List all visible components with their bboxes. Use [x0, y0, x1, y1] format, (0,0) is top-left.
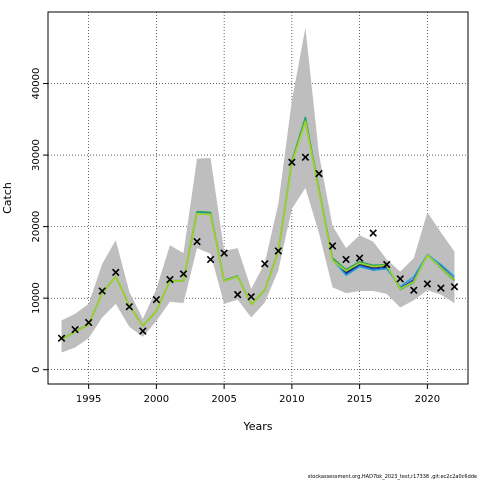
- y-tick-label-2: 20000: [31, 211, 42, 243]
- observed-point: [84, 318, 93, 327]
- observed-point: [57, 334, 66, 342]
- x-axis: 1995 2000 2005 2010 2015 2020: [76, 384, 440, 405]
- plot-frame: [47, 11, 469, 385]
- y-tick-label-3: 30000: [31, 139, 42, 171]
- observed-point: [328, 242, 337, 250]
- observed-point: [315, 169, 323, 178]
- observed-point: [450, 282, 459, 291]
- observed-point: [125, 302, 134, 311]
- observed-point: [423, 280, 432, 288]
- observed-point: [342, 255, 350, 264]
- x-tick-label-5: 2020: [415, 394, 440, 405]
- series-line-4: [61, 120, 456, 341]
- observed-point: [166, 275, 174, 284]
- y-tick-label-0: 0: [31, 367, 42, 373]
- y-tick-label-1: 10000: [31, 282, 42, 314]
- observed-point: [301, 153, 310, 161]
- footnote: stockassessment.org,HAD7bk_2023_test,r17…: [308, 474, 477, 480]
- observed-point: [247, 292, 255, 301]
- observed-point: [382, 260, 391, 269]
- observed-point: [111, 268, 120, 277]
- observed-point: [261, 260, 269, 268]
- x-tick-label-3: 2010: [279, 394, 304, 405]
- observed-point: [220, 249, 228, 257]
- observed-point: [179, 270, 188, 278]
- x-axis-title: Years: [242, 420, 272, 433]
- observed-point: [355, 254, 364, 262]
- observed-point: [396, 275, 405, 283]
- observed-point: [152, 295, 161, 304]
- x-tick-label-0: 1995: [76, 394, 101, 405]
- confidence-band-layer: [61, 27, 455, 353]
- observed-point: [437, 284, 445, 292]
- observed-point: [98, 287, 106, 295]
- observed-point: [206, 255, 215, 264]
- observed-points-layer: [57, 153, 459, 342]
- y-tick-label-4: 40000: [31, 68, 42, 100]
- x-tick-label-1: 2000: [144, 394, 169, 405]
- y-axis: 0 10000 20000 30000 40000: [31, 68, 48, 373]
- x-tick-label-4: 2015: [347, 394, 372, 405]
- observed-point: [274, 247, 283, 255]
- observed-point: [193, 237, 201, 246]
- observed-point: [410, 286, 418, 295]
- observed-point: [139, 327, 147, 335]
- observed-point: [369, 229, 377, 237]
- series-layer: [61, 116, 456, 341]
- y-axis-title: Catch: [1, 182, 14, 214]
- x-tick-label-2: 2005: [211, 394, 236, 405]
- observed-point: [71, 325, 79, 334]
- observed-point: [233, 290, 242, 299]
- observed-point: [288, 158, 296, 166]
- confidence-band: [61, 27, 455, 353]
